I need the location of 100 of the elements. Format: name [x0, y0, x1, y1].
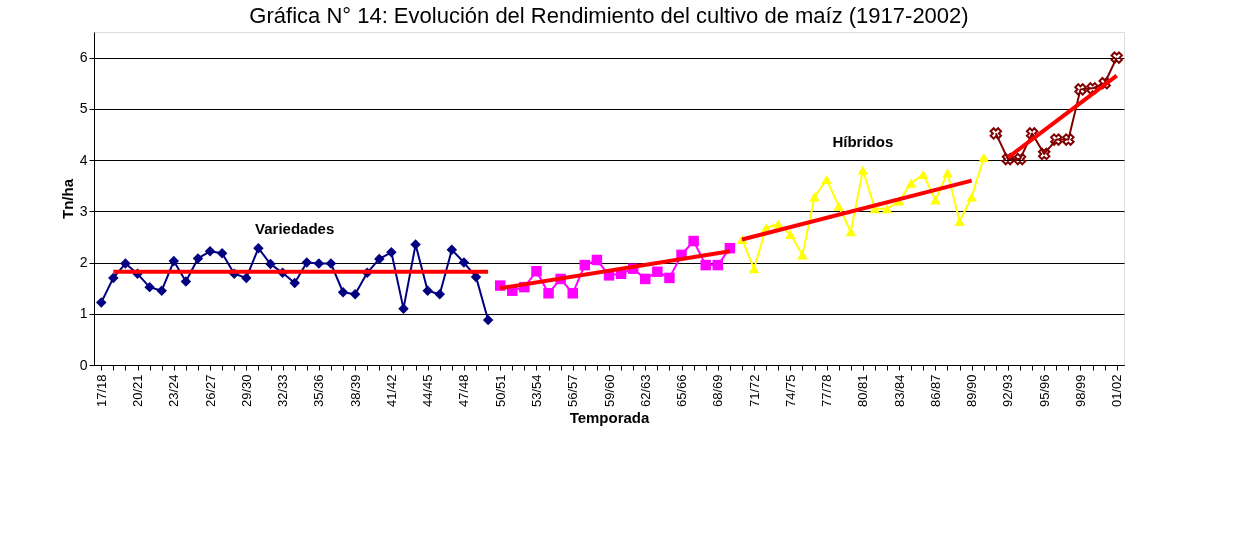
point: [265, 258, 276, 270]
x-tick-label: 59/60: [601, 374, 617, 408]
point: [192, 253, 204, 264]
point: [942, 168, 953, 178]
point: [180, 276, 192, 287]
point: [1098, 77, 1111, 90]
point: [748, 264, 760, 274]
point: [809, 192, 820, 202]
point: [1050, 133, 1063, 146]
y-tick-label: 4: [79, 151, 88, 168]
x-tick-label: 62/63: [637, 374, 653, 408]
x-tick-label: 80/81: [855, 374, 871, 408]
series-label: Variedades: [255, 219, 335, 237]
point: [785, 229, 796, 239]
y-axis-title: Tn/ha: [58, 178, 76, 219]
point: [954, 217, 965, 227]
point: [652, 266, 663, 277]
point: [1013, 152, 1027, 166]
x-tick-label: 17/18: [93, 374, 109, 408]
point: [567, 288, 578, 299]
point: [1062, 133, 1075, 146]
x-tick-label: 01/02: [1109, 374, 1125, 408]
point: [289, 277, 300, 289]
x-tick-label: 65/66: [674, 374, 690, 408]
point: [797, 250, 808, 260]
x-tick-label: 68/69: [710, 374, 726, 408]
x-tick-label: 20/21: [130, 374, 146, 408]
x-tick-label: 23/24: [166, 374, 182, 408]
point: [905, 178, 917, 188]
x-tick-label: 83/84: [891, 374, 907, 408]
point: [579, 259, 591, 271]
point: [374, 253, 385, 265]
point: [446, 244, 458, 255]
point: [918, 169, 929, 179]
point: [664, 272, 675, 284]
point: [108, 272, 119, 284]
point: [845, 227, 857, 237]
point: [325, 258, 337, 269]
x-tick-label: 35/36: [311, 374, 327, 408]
point: [881, 204, 893, 214]
series-label: Híbridos: [832, 132, 894, 150]
x-tick-label: 53/54: [528, 374, 544, 408]
point: [1038, 147, 1051, 161]
x-tick-label: 89/90: [964, 374, 980, 408]
point: [313, 258, 325, 269]
point: [640, 273, 651, 285]
point: [96, 297, 107, 308]
point: [1001, 152, 1015, 166]
x-tick-label: 74/75: [782, 374, 798, 408]
point: [241, 272, 252, 284]
point: [1025, 127, 1039, 140]
point: [216, 248, 228, 259]
y-tick-label: 5: [79, 100, 88, 117]
point: [458, 257, 470, 268]
x-tick-label: 86/87: [927, 374, 943, 408]
point: [700, 259, 711, 271]
x-tick-label: 77/78: [819, 374, 835, 408]
point: [966, 192, 977, 202]
point: [120, 258, 131, 269]
point: [543, 288, 554, 299]
point: [422, 285, 433, 296]
point: [156, 285, 167, 296]
point: [857, 165, 869, 175]
x-tick-label: 95/96: [1036, 374, 1052, 408]
x-tick-label: 29/30: [238, 374, 254, 408]
point: [349, 289, 361, 300]
x-tick-label: 47/48: [456, 374, 472, 408]
x-tick-label: 38/39: [347, 374, 363, 408]
x-axis-title: Temporada: [569, 409, 651, 427]
y-tick-label: 1: [79, 305, 88, 322]
chart-title: Gráfica N° 14: Evolución del Rendimiento del cultivo de maíz (1917-2002): [249, 3, 969, 28]
y-tick-label: 0: [79, 356, 88, 373]
point: [712, 259, 724, 271]
point: [821, 175, 832, 185]
point: [337, 287, 349, 298]
point: [1110, 51, 1123, 64]
point: [482, 314, 494, 326]
x-tick-label: 50/51: [492, 374, 508, 408]
point: [833, 201, 844, 211]
point: [989, 127, 1003, 140]
x-tick-label: 32/33: [275, 374, 291, 408]
y-tick-label: 6: [79, 49, 88, 66]
point: [301, 257, 313, 268]
point: [591, 254, 603, 266]
point: [204, 246, 216, 257]
x-tick-label: 26/27: [202, 374, 218, 408]
point: [410, 239, 421, 250]
point: [531, 266, 542, 277]
x-tick-label: 98/99: [1072, 374, 1088, 408]
point: [144, 281, 155, 293]
x-tick-label: 56/57: [565, 374, 581, 408]
point: [930, 195, 941, 205]
point: [1074, 83, 1087, 96]
point: [434, 289, 445, 300]
x-tick-label: 71/72: [746, 374, 762, 408]
point: [386, 247, 397, 258]
point: [1086, 82, 1099, 95]
point: [253, 242, 264, 254]
x-tick-label: 44/45: [420, 374, 436, 408]
y-tick-label: 2: [79, 254, 88, 271]
